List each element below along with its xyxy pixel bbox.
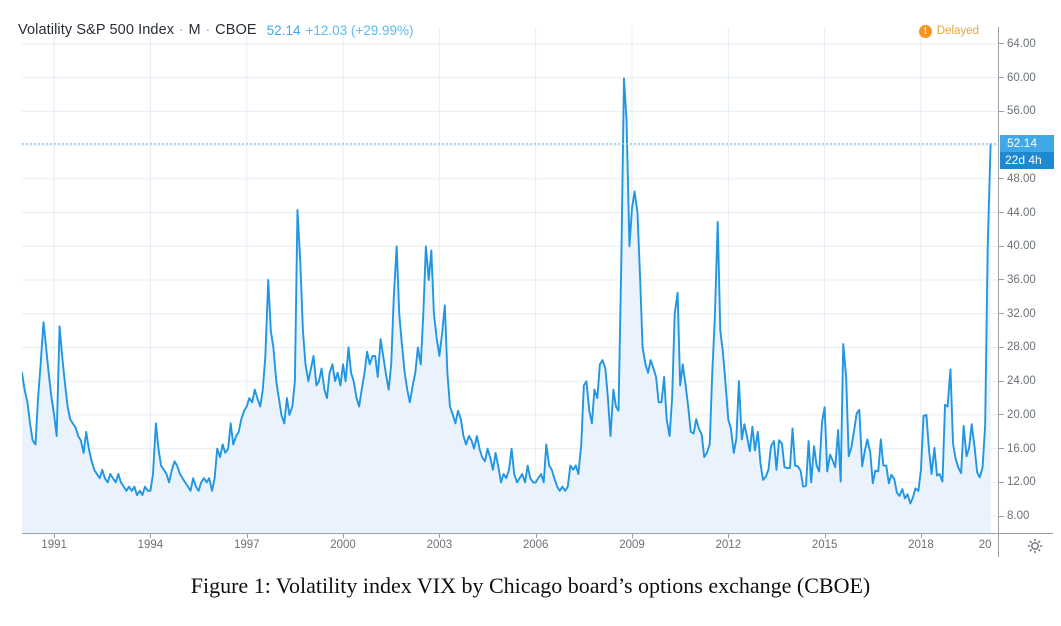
y-tick-mark	[999, 279, 1004, 281]
x-tick-mark	[728, 534, 730, 538]
x-axis-tick-label: 2003	[426, 539, 453, 551]
y-tick-label: 40.00	[1007, 240, 1036, 253]
y-axis-tick: 56.00	[999, 104, 1036, 118]
y-axis-tick: 32.00	[999, 307, 1036, 321]
time-scale[interactable]: 1991 1994 1997 2000 2003 2006 2009 2012 2015 2018…	[22, 28, 1053, 557]
y-axis-tick: 64.00	[999, 37, 1036, 51]
y-axis-tick: 48.00	[999, 172, 1036, 186]
scale-divider	[998, 28, 999, 557]
x-tick-mark	[920, 534, 922, 538]
y-axis-tick: 36.00	[999, 273, 1036, 287]
bar-countdown-tag: 22d 4h	[1000, 151, 1054, 169]
y-tick-mark	[999, 481, 1004, 483]
y-axis-tick: 20.00	[999, 408, 1036, 422]
y-tick-label: 44.00	[1007, 206, 1036, 219]
y-axis-tick: 60.00	[999, 71, 1036, 85]
series-line	[22, 77, 992, 505]
current-price-tag: 52.14	[1000, 134, 1054, 152]
x-axis-tick-label: 2018	[908, 539, 934, 551]
y-tick-label: 48.00	[1007, 172, 1036, 185]
y-tick-mark	[999, 110, 1004, 112]
x-axis-tick-label: 1997	[233, 539, 260, 551]
y-axis-tick: 12.00	[999, 475, 1036, 489]
y-axis-tick: 24.00	[999, 374, 1036, 388]
x-tick-mark	[150, 534, 152, 538]
chart-widget[interactable]: Volatility S&P 500 Index · M · CBOE 52.14 +12…	[8, 13, 1054, 557]
delayed-label: Delayed	[936, 25, 979, 37]
y-tick-label: 8.00	[1007, 510, 1030, 523]
price-scale[interactable]: 52.14 22d 4h 64.00 60.00 56.00 48.00 44.00 40…	[998, 27, 1054, 533]
y-tick-label: 20.00	[1007, 408, 1036, 421]
delayed-badge[interactable]: ! Delayed	[918, 22, 979, 40]
gear-icon-glyph	[1027, 538, 1043, 554]
x-axis-tick-label: 2006	[522, 539, 549, 551]
x-axis-tick-label: 1994	[137, 539, 164, 551]
y-tick-label: 56.00	[1007, 105, 1036, 118]
plot-area[interactable]	[22, 27, 998, 533]
y-tick-mark	[999, 178, 1004, 180]
x-axis-tick-label: 20	[978, 539, 992, 551]
y-tick-label: 60.00	[1007, 71, 1036, 84]
y-axis-tick: 8.00	[999, 509, 1029, 523]
y-tick-mark	[999, 346, 1004, 348]
y-tick-label: 24.00	[1007, 375, 1036, 388]
x-tick-mark	[343, 534, 345, 538]
y-tick-label: 16.00	[1007, 442, 1036, 455]
x-axis-tick-label: 2009	[619, 539, 645, 551]
y-tick-mark	[999, 515, 1004, 517]
price-line-chart	[22, 27, 998, 533]
series-area-fill	[22, 78, 991, 533]
x-axis-tick-label: 2012	[715, 539, 742, 551]
y-tick-label: 28.00	[1007, 341, 1036, 354]
x-tick-mark	[246, 534, 248, 538]
y-tick-label: 36.00	[1007, 274, 1036, 286]
x-tick-mark	[535, 534, 537, 538]
y-axis-tick: 16.00	[999, 442, 1036, 456]
x-tick-mark	[439, 534, 441, 538]
x-tick-mark	[824, 534, 826, 538]
y-axis-tick: 40.00	[999, 239, 1036, 253]
y-tick-mark	[999, 43, 1004, 45]
figure-caption: Figure 1: Volatility index VIX by Chicag…	[190, 573, 871, 598]
y-axis-tick: 28.00	[999, 340, 1036, 354]
y-tick-mark	[999, 414, 1004, 416]
y-tick-mark	[999, 448, 1004, 450]
y-tick-mark	[999, 313, 1004, 315]
y-axis-tick: 44.00	[999, 206, 1036, 220]
y-tick-label: 64.00	[1007, 37, 1036, 50]
x-axis-tick-label: 2015	[811, 539, 838, 551]
x-axis-tick-label: 1991	[41, 539, 67, 551]
y-tick-label: 32.00	[1007, 307, 1036, 320]
y-tick-mark	[999, 212, 1004, 213]
x-tick-mark	[54, 534, 56, 538]
y-tick-mark	[999, 77, 1004, 79]
y-tick-mark	[999, 245, 1004, 247]
warning-icon: !	[918, 24, 932, 38]
y-tick-mark	[999, 380, 1004, 382]
y-tick-label: 12.00	[1007, 476, 1036, 489]
x-axis-tick-label: 2000	[330, 539, 356, 551]
x-tick-mark	[632, 534, 633, 538]
gear-icon[interactable]	[1025, 536, 1045, 556]
